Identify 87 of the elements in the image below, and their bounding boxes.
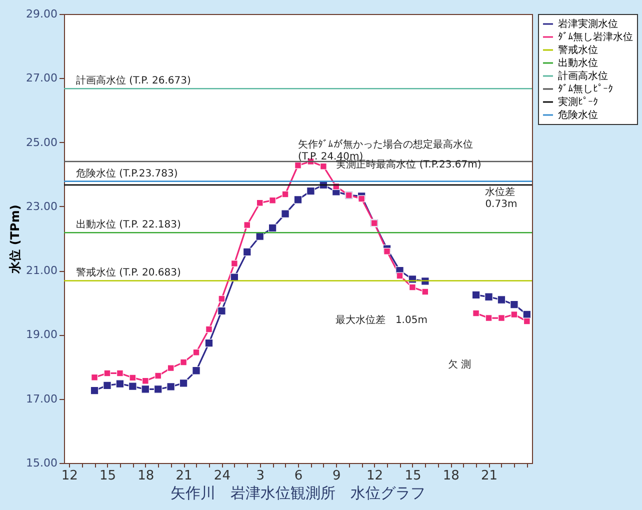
legend-label: 警戒水位: [558, 44, 598, 56]
point: [206, 326, 212, 333]
x-tick-label: 21: [176, 468, 192, 484]
point: [90, 386, 99, 395]
annotation: 水位差 0.73m: [485, 186, 518, 210]
annotation: 欠 測: [448, 358, 471, 371]
text: 矢作川 岩津水位観測所 水位グラフ: [170, 484, 426, 502]
x-tick-label: 6: [294, 468, 303, 484]
y-tick-label: 27.00: [26, 72, 58, 85]
point: [192, 348, 200, 356]
point: [116, 370, 124, 377]
y-tick-label: 19.00: [26, 328, 58, 342]
annotation: 計画高水位 (T.P. 26.673): [76, 74, 191, 87]
point: [510, 311, 518, 318]
point: [142, 377, 149, 384]
point: [141, 385, 150, 394]
x-tick-label: 15: [404, 468, 422, 484]
legend-label: 岩津実測水位: [558, 18, 618, 30]
point: [484, 292, 493, 302]
legend-label: 実測ﾋﾟｰｸ: [558, 96, 598, 108]
point: [320, 162, 327, 170]
annotation: 警戒水位 (T.P. 20.683): [76, 266, 181, 279]
point: [91, 374, 98, 381]
point: [167, 364, 174, 372]
legend-label: 計画高水位: [558, 70, 608, 82]
point: [256, 199, 264, 206]
point: [180, 358, 188, 366]
point: [269, 196, 276, 204]
point: [306, 186, 315, 196]
x-tick-label: 24: [214, 468, 230, 484]
x-tick-label: 18: [442, 468, 460, 484]
point: [281, 210, 290, 218]
point: [472, 290, 480, 300]
point: [498, 314, 505, 322]
point: [384, 248, 390, 255]
point: [268, 224, 277, 232]
point: [192, 366, 200, 375]
y-tick-label: 21.00: [26, 264, 58, 278]
annotation: 出動水位 (T.P. 22.183): [76, 218, 181, 231]
point: [218, 295, 226, 302]
point: [179, 378, 188, 388]
point: [472, 310, 480, 317]
annotation: 実測正時最高水位 (T.P.23.67m): [336, 158, 482, 170]
x-tick-label: 3: [256, 468, 264, 484]
y-tick-label: 15.00: [26, 456, 58, 470]
y-tick-label: 17.00: [26, 392, 58, 406]
annotation: 最大水位差 1.05m: [335, 314, 428, 326]
x-tick-label: 15: [99, 468, 116, 484]
point: [485, 314, 492, 322]
legend-label: 出動水位: [558, 57, 598, 69]
point: [166, 382, 175, 391]
x-tick-label: 18: [138, 468, 154, 484]
y-tick-label: 23.00: [26, 200, 58, 213]
x-tick-label: 12: [366, 468, 384, 484]
point: [128, 382, 137, 391]
point: [282, 190, 289, 198]
legend-label: ﾀﾞﾑ無し岩津水位: [558, 31, 633, 43]
point: [242, 248, 252, 256]
y-tick-label: 29.00: [26, 8, 58, 20]
point: [154, 385, 162, 394]
y-axis-title: 水位 (TPm): [8, 204, 22, 274]
y-tick-label: 25.00: [26, 136, 58, 149]
point: [204, 338, 214, 348]
point: [294, 196, 302, 204]
point: [294, 162, 302, 169]
x-tick-label: 21: [480, 468, 498, 484]
point: [103, 381, 112, 390]
annotation: 危険水位 (T.P.23.783): [76, 167, 178, 180]
legend-label: ﾀﾞﾑ無しﾋﾟｰｸ: [558, 83, 613, 95]
point: [154, 372, 162, 380]
point: [523, 318, 530, 325]
point: [230, 260, 238, 267]
point: [129, 374, 136, 382]
point: [104, 370, 111, 377]
point: [218, 306, 226, 316]
point: [422, 288, 429, 296]
point: [522, 310, 532, 319]
point: [396, 272, 404, 280]
point: [244, 222, 251, 228]
point: [408, 284, 416, 291]
point: [116, 380, 124, 388]
point: [510, 300, 518, 309]
point: [497, 296, 506, 304]
point: [358, 195, 366, 202]
x-tick-label: 12: [61, 468, 78, 484]
legend-label: 危険水位: [558, 109, 598, 121]
x-tick-label: 9: [332, 468, 341, 484]
